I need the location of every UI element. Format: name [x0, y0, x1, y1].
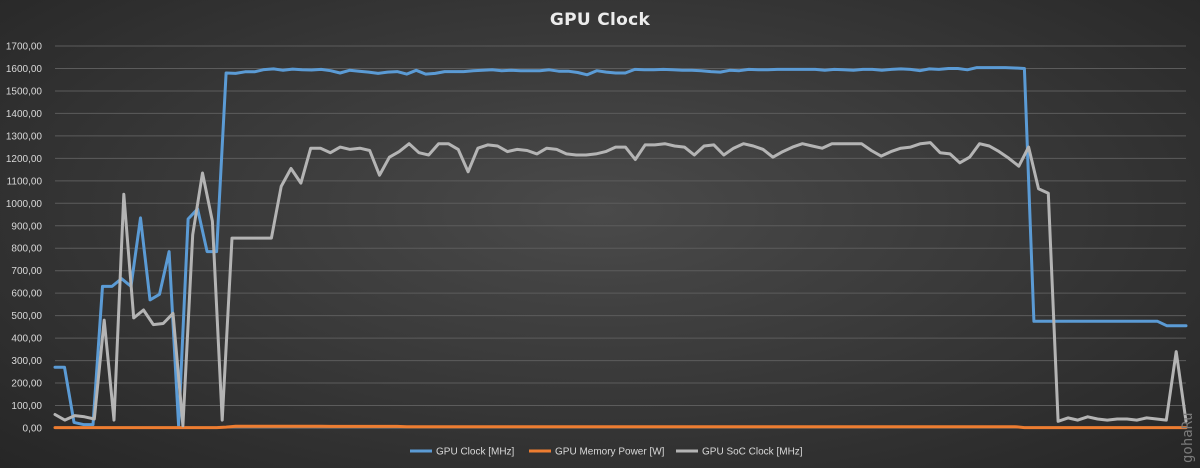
y-axis-tick-labels: 0,00 100,00 200,00 300,00 400,00 500,00 600,00…: [6, 42, 43, 435]
y-tick-label: 300,00: [11, 356, 42, 367]
y-tick-label: 0,00: [23, 424, 43, 435]
y-tick-label: 800,00: [11, 244, 42, 255]
y-tick-label: 1600,00: [6, 64, 43, 75]
y-tick-label: 1300,00: [6, 131, 43, 142]
legend-label-gpu-memory-power: GPU Memory Power [W]: [555, 447, 665, 458]
y-tick-label: 500,00: [11, 311, 42, 322]
series-lines: [53, 66, 1188, 430]
y-tick-label: 1400,00: [6, 109, 43, 120]
y-tick-label: 100,00: [11, 401, 42, 412]
series-line-gpu-clock: [53, 66, 1188, 428]
gridlines: [55, 45, 1186, 429]
y-tick-label: 200,00: [11, 379, 42, 390]
y-tick-label: 1700,00: [6, 42, 43, 53]
y-tick-label: 900,00: [11, 221, 42, 232]
y-tick-label: 1100,00: [7, 176, 43, 187]
chart-title: GPU Clock: [549, 10, 651, 30]
y-tick-label: 400,00: [11, 334, 42, 345]
y-tick-label: 1500,00: [6, 86, 43, 97]
y-tick-label: 1000,00: [6, 199, 43, 210]
y-tick-label: 1200,00: [6, 154, 43, 165]
watermark: gohaRu: [1180, 412, 1196, 463]
series-line-gpu-soc-clock: [53, 141, 1188, 428]
y-tick-label: 700,00: [11, 266, 42, 277]
legend-label-gpu-clock: GPU Clock [MHz]: [436, 447, 515, 458]
watermark-text: gohaRu: [1180, 412, 1196, 463]
legend-label-gpu-soc-clock: GPU SoC Clock [MHz]: [702, 447, 803, 458]
legend: GPU Clock [MHz] GPU Memory Power [W] GPU S…: [410, 447, 803, 458]
y-tick-label: 600,00: [11, 289, 42, 300]
series-line-gpu-memory-power: [53, 424, 1188, 430]
